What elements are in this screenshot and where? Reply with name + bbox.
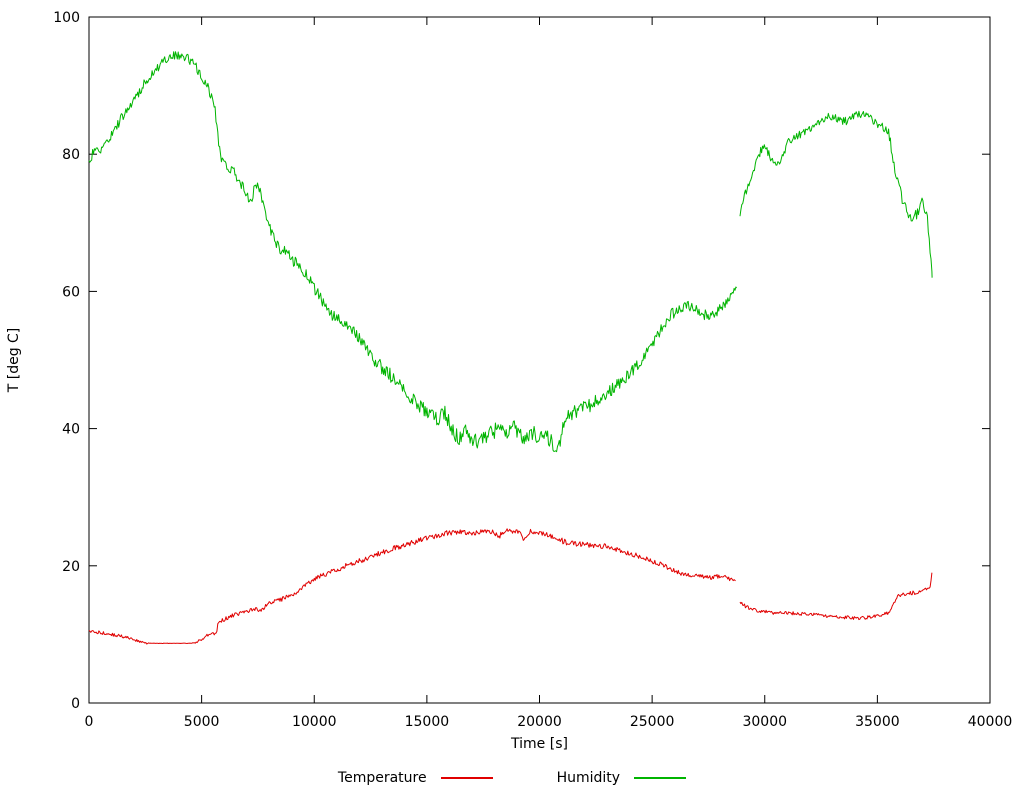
x-axis-title: Time [s] <box>511 736 568 752</box>
series-humidity <box>88 51 738 453</box>
y-tick-label: 80 <box>62 147 80 163</box>
x-tick-label: 5000 <box>184 714 220 730</box>
legend-line-sample-temperature <box>440 777 493 779</box>
y-tick-label: 40 <box>62 422 80 438</box>
legend-label-temperature: Temperature <box>337 770 427 786</box>
y-tick-label: 60 <box>62 284 80 300</box>
legend-label-humidity: Humidity <box>556 770 621 786</box>
legend-line-sample-humidity <box>634 777 687 779</box>
x-tick-label: 35000 <box>855 714 900 730</box>
x-tick-label: 15000 <box>405 714 450 730</box>
x-tick-label: 40000 <box>968 714 1013 730</box>
x-tick-label: 0 <box>85 714 94 730</box>
series-temperature <box>739 572 933 621</box>
y-axis-title: T [deg C] <box>6 327 22 393</box>
x-tick-label: 30000 <box>742 714 787 730</box>
legend-entry-humidity: Humidity <box>556 770 687 786</box>
legend-entry-temperature: Temperature <box>338 770 493 786</box>
series-humidity <box>739 110 933 278</box>
series-temperature <box>88 528 736 645</box>
x-tick-label: 10000 <box>292 714 337 730</box>
x-tick-label: 20000 <box>517 714 562 730</box>
y-tick-label: 20 <box>62 559 80 575</box>
legend: Temperature Humidity <box>0 770 1024 786</box>
y-tick-label: 0 <box>71 696 80 712</box>
x-tick-label: 25000 <box>630 714 675 730</box>
y-tick-label: 100 <box>53 10 80 26</box>
plot-border <box>88 16 991 704</box>
